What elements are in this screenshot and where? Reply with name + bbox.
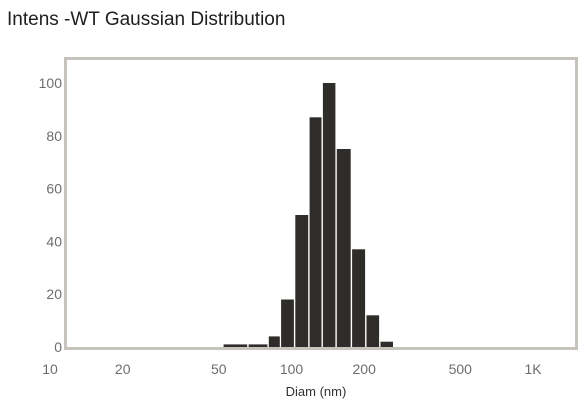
x-tick-label: 10 [42, 361, 58, 377]
y-tick-label: 60 [46, 181, 62, 197]
histogram-bar [352, 249, 366, 347]
chart-title: Intens -WT Gaussian Distribution [7, 9, 286, 30]
y-tick-label: 20 [46, 286, 62, 302]
histogram-bar [268, 336, 280, 347]
histogram-bar [248, 344, 268, 347]
bars-group [223, 83, 393, 347]
histogram-bar [380, 341, 393, 347]
y-tick-label: 0 [54, 339, 62, 355]
histogram-bar [281, 299, 294, 347]
histogram-bar [295, 215, 309, 347]
y-tick-label: 40 [46, 233, 62, 249]
x-tick-label: 50 [211, 361, 227, 377]
x-tick-label: 200 [353, 361, 377, 377]
plot-frame [64, 57, 578, 350]
x-tick-label: 100 [280, 361, 304, 377]
y-tick-label: 100 [39, 75, 63, 91]
x-axis-ticks: 10 20 50 100 200 500 1K [42, 361, 542, 377]
x-tick-label: 20 [115, 361, 131, 377]
histogram-bar [223, 344, 248, 347]
y-tick-label: 80 [46, 128, 62, 144]
histogram-bar [366, 315, 380, 347]
x-axis-label: Diam (nm) [286, 384, 347, 399]
histogram-bar [322, 83, 336, 347]
x-tick-label: 500 [449, 361, 473, 377]
x-tick-label: 1K [524, 361, 542, 377]
histogram-bar [309, 117, 322, 347]
y-axis-ticks: 0 20 40 60 80 100 [39, 75, 63, 355]
histogram-bar [336, 149, 351, 347]
